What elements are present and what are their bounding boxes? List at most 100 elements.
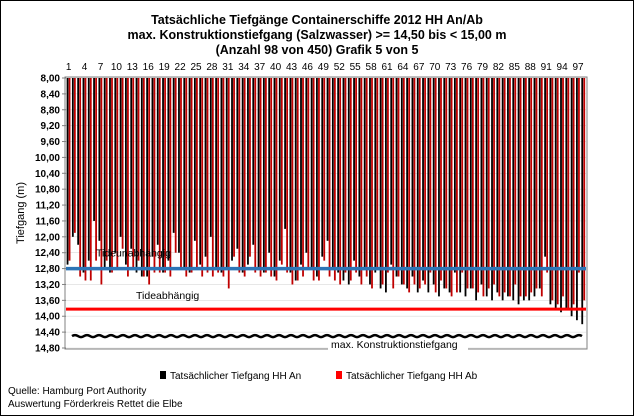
bar-an bbox=[331, 78, 334, 269]
bar-ab bbox=[238, 78, 241, 273]
bar-an bbox=[538, 78, 541, 289]
bar-ab bbox=[456, 78, 458, 293]
bar-ab bbox=[471, 78, 474, 289]
bar-ab bbox=[249, 78, 251, 257]
bar-ab bbox=[302, 78, 304, 277]
bar-ab bbox=[296, 78, 299, 281]
bar-ab bbox=[355, 78, 357, 273]
bar-an bbox=[422, 78, 424, 281]
bar-an bbox=[570, 78, 573, 317]
bar-an bbox=[496, 78, 499, 293]
bar-ab bbox=[530, 78, 533, 293]
bar-an bbox=[337, 78, 340, 273]
y-tick-label: 13,60 bbox=[35, 296, 60, 307]
bar-an bbox=[289, 78, 292, 273]
bar-ab bbox=[206, 78, 209, 273]
bar-ab bbox=[211, 78, 214, 277]
bar-ab bbox=[424, 78, 426, 285]
bar-an bbox=[87, 78, 90, 261]
bar-an bbox=[284, 78, 286, 229]
title-line-2: max. Konstruktionstiefgang (Salzwasser) … bbox=[127, 28, 507, 42]
bar-an bbox=[220, 78, 223, 273]
y-axis-label: Tiefgang (m) bbox=[15, 182, 27, 244]
bar-ab bbox=[121, 78, 124, 249]
bar-an bbox=[459, 78, 462, 293]
bar-ab bbox=[286, 78, 289, 273]
bar-an bbox=[114, 78, 117, 253]
analysis-line: Auswertung Förderkreis Rettet die Elbe bbox=[8, 399, 183, 410]
x-tick-label: 43 bbox=[286, 62, 298, 73]
tideabhaengig-label: Tideabhängig bbox=[136, 290, 199, 302]
x-tick-label: 46 bbox=[302, 62, 314, 73]
bar-an bbox=[300, 78, 302, 265]
y-tick-label: 9,20 bbox=[41, 121, 61, 132]
bar-an bbox=[268, 78, 271, 253]
bar-ab bbox=[551, 78, 554, 301]
legend-swatch-ab bbox=[336, 371, 342, 379]
bar-ab bbox=[275, 78, 278, 281]
bar-an bbox=[209, 78, 212, 237]
konstruktionstiefgang-label: max. Konstruktionstiefgang bbox=[331, 339, 458, 351]
bar-an bbox=[252, 78, 255, 245]
bar-ab bbox=[578, 78, 580, 273]
bar-an bbox=[188, 78, 191, 273]
x-tick-label: 7 bbox=[98, 62, 104, 73]
bar-ab bbox=[418, 78, 421, 289]
x-tick-label: 31 bbox=[222, 62, 234, 73]
bar-ab bbox=[509, 78, 511, 297]
bar-an bbox=[522, 78, 525, 301]
bar-an bbox=[565, 78, 568, 309]
bar-an bbox=[528, 78, 531, 301]
y-tick-label: 8,40 bbox=[41, 89, 61, 100]
title-line-3: (Anzahl 98 von 450) Grafik 5 von 5 bbox=[215, 43, 419, 57]
x-tick-label: 13 bbox=[127, 62, 139, 73]
bar-an bbox=[278, 78, 281, 261]
bar-an bbox=[103, 78, 106, 269]
x-tick-label: 76 bbox=[461, 62, 473, 73]
x-tick-label: 10 bbox=[111, 62, 123, 73]
y-tick-labels: 8,00 8,40 8,80 9,20 9,60 10,00 10,40 10,80 11,20… bbox=[35, 74, 66, 355]
bar-ab bbox=[264, 78, 267, 273]
bar-an bbox=[369, 78, 371, 285]
bar-an bbox=[204, 78, 207, 257]
bar-ab bbox=[535, 78, 538, 289]
bar-ab bbox=[174, 78, 177, 253]
legend-swatch-an bbox=[160, 371, 166, 379]
bar-ab bbox=[95, 78, 97, 261]
bar-an bbox=[167, 78, 170, 261]
bar-an bbox=[77, 78, 80, 245]
bar-ab bbox=[89, 78, 92, 281]
bar-ab bbox=[190, 78, 193, 273]
bar-an bbox=[199, 78, 202, 265]
x-tick-label: 88 bbox=[525, 62, 537, 73]
bar-ab bbox=[132, 78, 135, 269]
bar-an bbox=[485, 78, 488, 297]
bar-an bbox=[257, 78, 260, 269]
bar-an bbox=[151, 78, 154, 257]
bar-an bbox=[146, 78, 149, 277]
x-tick-label: 85 bbox=[509, 62, 521, 73]
bar-an bbox=[374, 78, 377, 273]
x-tick-label: 70 bbox=[429, 62, 441, 73]
bar-an bbox=[193, 78, 196, 241]
bar-ab bbox=[142, 78, 145, 277]
bar-an bbox=[178, 78, 180, 253]
bar-ab bbox=[440, 78, 442, 281]
y-tick-label: 11,60 bbox=[36, 216, 61, 227]
legend: Tatsächlicher Tiefgang HH An Tatsächlich… bbox=[160, 371, 478, 382]
bar-an bbox=[443, 78, 446, 289]
bar-an bbox=[130, 78, 133, 249]
x-tick-label: 25 bbox=[190, 62, 202, 73]
x-tick-label: 49 bbox=[318, 62, 330, 73]
y-tick-label: 11,20 bbox=[36, 201, 61, 212]
legend-label-ab: Tatsächlicher Tiefgang HH Ab bbox=[346, 371, 478, 382]
konstruktionstiefgang-line bbox=[71, 333, 583, 339]
x-tick-label: 4 bbox=[82, 62, 88, 73]
x-tick-label: 97 bbox=[572, 62, 584, 73]
bar-an bbox=[576, 78, 578, 321]
y-tick-label: 10,80 bbox=[35, 185, 60, 196]
bar-ab bbox=[503, 78, 506, 293]
source-line: Quelle: Hamburg Port Authority bbox=[8, 386, 147, 397]
bar-ab bbox=[482, 78, 485, 297]
bar-ab bbox=[312, 78, 315, 281]
